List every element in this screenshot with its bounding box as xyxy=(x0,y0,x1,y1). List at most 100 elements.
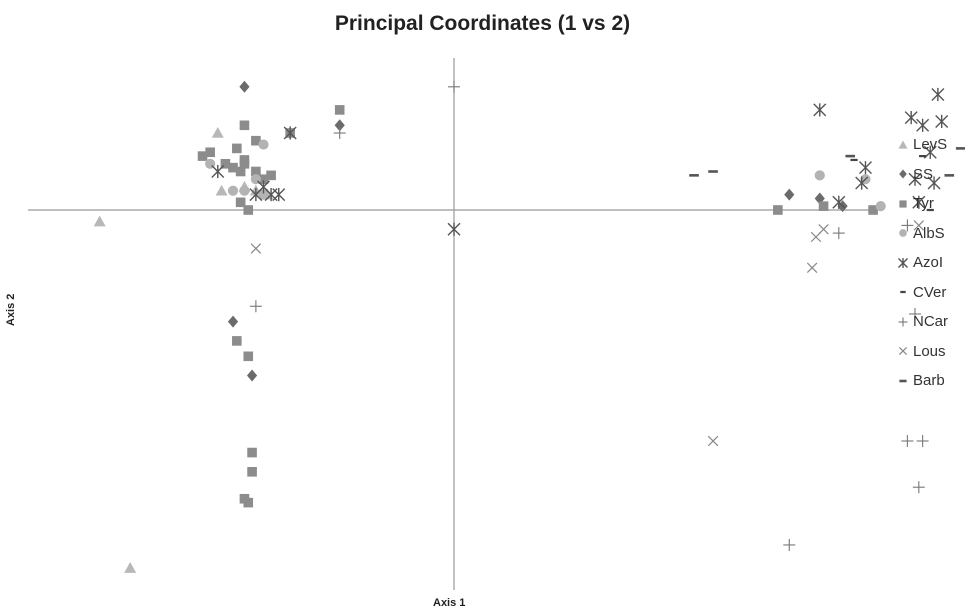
legend-item-barb: Barb xyxy=(896,366,962,396)
point-tyr-5 xyxy=(251,166,261,177)
legend-label: SS xyxy=(913,165,934,183)
point-albs-1 xyxy=(227,185,239,196)
point-azoi-15 xyxy=(927,176,941,190)
point-ss-0 xyxy=(239,80,250,93)
point-lous-5 xyxy=(707,435,719,447)
point-ncar-3 xyxy=(832,227,845,240)
point-ncar-2 xyxy=(249,300,262,313)
legend-marker-dash-icon xyxy=(900,291,906,294)
point-azoi-11 xyxy=(923,145,937,159)
point-azoi-5 xyxy=(283,126,297,140)
legend-marker-bar-icon xyxy=(899,379,907,383)
point-tyr-18 xyxy=(243,497,254,508)
x-axis-label: Axis 1 xyxy=(433,597,466,609)
point-tyr-25 xyxy=(868,205,878,215)
series-cver xyxy=(850,155,934,212)
point-azoi-8 xyxy=(904,111,918,125)
legend-item-lous: Lous xyxy=(896,337,962,367)
point-tyr-12 xyxy=(239,155,250,165)
point-levs-1 xyxy=(211,127,224,138)
point-tyr-13 xyxy=(232,336,242,346)
legend-label: AzoI xyxy=(913,254,944,272)
point-albs-2 xyxy=(239,185,250,196)
point-ss-4 xyxy=(784,188,795,201)
point-tyr-6 xyxy=(258,174,269,184)
point-ncar-5 xyxy=(909,307,922,320)
point-ncar-0 xyxy=(448,80,460,93)
legend-item-tyr: Tyr xyxy=(896,189,962,219)
point-ss-1 xyxy=(334,119,345,132)
point-ncar-8 xyxy=(912,481,925,494)
legend-marker-circle-icon xyxy=(899,229,907,238)
series-barb xyxy=(689,147,965,177)
legend-label: LevS xyxy=(913,136,948,154)
point-ncar-6 xyxy=(901,435,914,447)
series-ss xyxy=(227,80,848,382)
point-tyr-0 xyxy=(197,151,208,161)
axes xyxy=(28,58,880,590)
point-azoi-6 xyxy=(447,222,461,236)
point-lous-1 xyxy=(806,262,818,273)
point-levs-6 xyxy=(124,562,137,573)
legend-item-ncar: NCar xyxy=(896,307,962,337)
point-azoi-13 xyxy=(858,161,872,175)
point-albs-4 xyxy=(258,189,269,200)
series-azoi xyxy=(211,87,949,236)
legend-item-ss: SS xyxy=(896,160,962,190)
point-levs-0 xyxy=(93,215,106,227)
legend-label: AlbS xyxy=(913,224,945,242)
legend-label: CVer xyxy=(913,283,947,301)
point-azoi-4 xyxy=(272,188,286,202)
data-points xyxy=(93,80,965,573)
point-tyr-7 xyxy=(266,170,276,181)
series-tyr xyxy=(197,105,878,508)
point-azoi-7 xyxy=(813,103,827,117)
y-axis-label: Axis 2 xyxy=(5,293,17,326)
point-tyr-2 xyxy=(220,159,231,169)
point-azoi-14 xyxy=(855,176,869,190)
series-lous xyxy=(250,220,925,447)
point-lous-4 xyxy=(913,220,925,231)
point-ss-3 xyxy=(246,369,258,382)
legend-item-cver: CVer xyxy=(896,278,962,308)
point-albs-5 xyxy=(258,139,269,150)
point-azoi-0 xyxy=(211,164,225,179)
point-tyr-21 xyxy=(239,120,250,131)
legend-marker-triangle-icon xyxy=(898,140,908,149)
point-tyr-15 xyxy=(247,447,257,458)
point-levs-2 xyxy=(215,184,228,196)
legend-label: Lous xyxy=(913,342,946,360)
series-ncar xyxy=(249,80,929,551)
point-azoi-12 xyxy=(931,87,945,102)
point-ncar-9 xyxy=(783,538,796,551)
point-albs-8 xyxy=(875,201,886,212)
point-tyr-24 xyxy=(818,201,829,211)
point-tyr-9 xyxy=(232,143,242,154)
point-tyr-23 xyxy=(773,205,783,215)
point-azoi-9 xyxy=(916,118,930,132)
legend-label: Barb xyxy=(913,372,945,390)
legend-label: Tyr xyxy=(913,195,934,213)
point-ncar-7 xyxy=(916,435,929,447)
series-albs xyxy=(205,139,886,212)
point-ss-2 xyxy=(227,315,239,328)
point-tyr-1 xyxy=(205,147,215,158)
legend-label: NCar xyxy=(913,313,949,331)
legend-item-azoi: AzoI xyxy=(896,248,962,278)
legend: LevS SS Tyr AlbS AzoI CVer NCar Lous Barb xyxy=(896,130,962,396)
point-azoi-18 xyxy=(832,195,846,209)
point-ncar-4 xyxy=(901,219,914,232)
point-azoi-17 xyxy=(912,195,926,209)
point-ncar-1 xyxy=(333,127,346,139)
point-azoi-2 xyxy=(249,188,263,202)
point-tyr-10 xyxy=(235,166,246,177)
point-tyr-8 xyxy=(243,205,254,215)
point-tyr-20 xyxy=(334,105,345,115)
point-tyr-16 xyxy=(247,467,257,477)
chart-title: Principal Coordinates (1 vs 2) xyxy=(334,12,631,35)
legend-item-albs: AlbS xyxy=(896,219,962,249)
legend-marker-diamond-icon xyxy=(899,169,907,179)
point-tyr-22 xyxy=(251,135,261,146)
legend-marker-plus-icon xyxy=(898,317,908,327)
